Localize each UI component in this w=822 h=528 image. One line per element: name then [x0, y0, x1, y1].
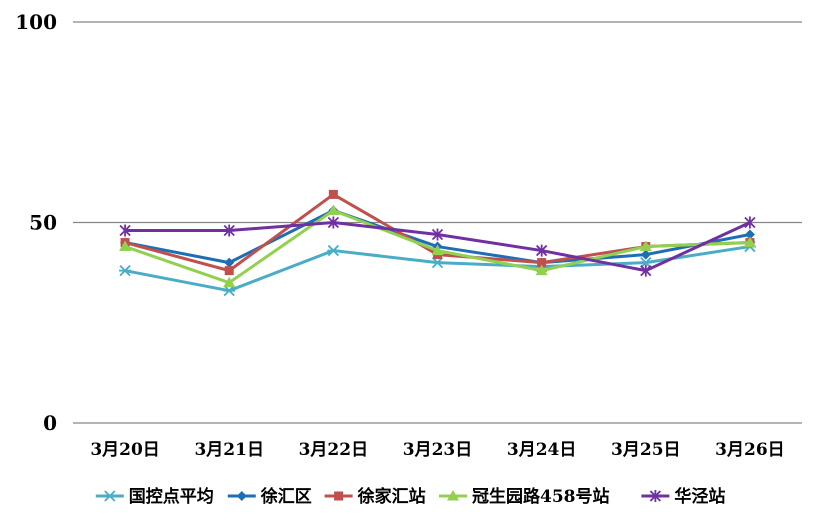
data-point — [431, 244, 444, 256]
y-axis: 0 50 100 — [15, 10, 57, 435]
legend-item: 国控点平均 — [95, 486, 214, 507]
data-point — [327, 216, 339, 229]
x-tick-label: 3月20日 — [90, 440, 160, 460]
x-tick-label: 3月25日 — [611, 440, 681, 460]
data-point — [639, 256, 652, 269]
gridlines — [73, 21, 802, 424]
data-point — [744, 216, 756, 229]
data-point — [431, 256, 444, 269]
data-point — [640, 249, 651, 260]
y-tick-label: 0 — [43, 411, 57, 435]
data-point — [328, 189, 338, 199]
data-point — [743, 236, 756, 248]
data-point — [119, 224, 131, 237]
x-tick-label: 3月23日 — [403, 440, 473, 460]
data-point — [744, 229, 755, 240]
data-point — [119, 264, 132, 277]
data-point — [639, 240, 652, 252]
y-tick-label: 100 — [15, 10, 57, 34]
legend-label: 徐汇区 — [260, 486, 312, 507]
data-point — [224, 257, 235, 268]
legend-marker — [334, 491, 344, 501]
legend-item: 徐家汇站 — [324, 486, 426, 507]
data-point — [327, 204, 340, 215]
data-point — [223, 224, 235, 237]
x-axis: 3月20日 3月21日 3月22日 3月23日 3月24日 3月25日 3月26日 — [90, 440, 784, 460]
legend-label: 徐家汇站 — [357, 486, 426, 507]
legend-marker — [103, 490, 116, 502]
legend-label: 国控点平均 — [129, 486, 214, 507]
y-tick-label: 50 — [29, 211, 57, 235]
legend-label: 冠生园路458号站 — [472, 486, 610, 507]
data-point — [223, 276, 236, 288]
series-3 — [119, 204, 756, 288]
data-point — [640, 264, 652, 277]
legend-marker — [447, 490, 459, 501]
x-tick-label: 3月21日 — [194, 440, 264, 460]
data-point — [119, 240, 132, 252]
plot-area — [119, 189, 756, 297]
data-point — [537, 258, 547, 268]
x-tick-label: 3月24日 — [507, 440, 577, 460]
legend-item: 华泾站 — [641, 486, 725, 507]
data-point — [224, 266, 234, 276]
x-tick-label: 3月26日 — [715, 440, 785, 460]
x-tick-label: 3月22日 — [299, 440, 369, 460]
legend: 国控点平均 徐汇区 徐家汇站 冠生园路458号站 华泾站 — [95, 486, 725, 507]
data-point — [223, 285, 236, 297]
legend-marker — [649, 490, 662, 502]
data-point — [535, 264, 548, 276]
legend-item: 徐汇区 — [227, 486, 312, 507]
series-4 — [119, 216, 756, 277]
legend-item: 冠生园路458号站 — [439, 486, 610, 507]
series-0 — [119, 240, 756, 297]
data-point — [536, 244, 548, 257]
data-point — [431, 228, 444, 241]
legend-marker — [236, 491, 247, 501]
legend-label: 华泾站 — [674, 486, 725, 507]
data-point — [327, 244, 340, 257]
